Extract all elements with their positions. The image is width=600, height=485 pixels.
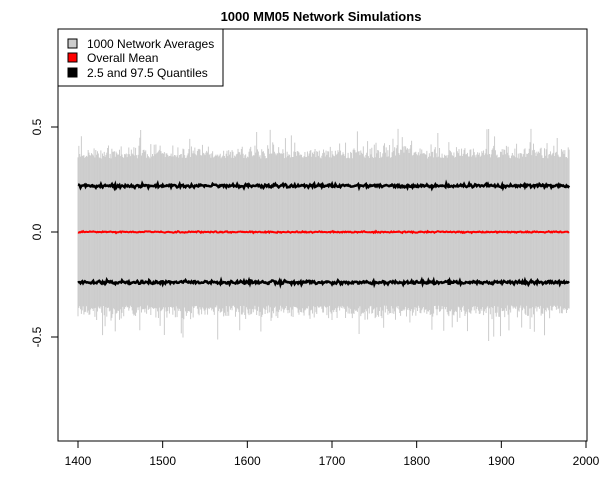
x-axis: 1400 1500 1600 1700 1800 1900 2000: [65, 440, 600, 468]
legend-swatch-mean: [67, 52, 78, 63]
x-tick-label: 1900: [488, 454, 515, 468]
legend-swatch-averages: [67, 38, 78, 49]
x-tick-label: 2000: [573, 454, 600, 468]
x-tick-label: 1800: [403, 454, 430, 468]
legend-label-averages: 1000 Network Averages: [87, 37, 214, 51]
network-averages-series: [77, 128, 570, 342]
lower-quantile-line: [77, 276, 570, 289]
legend-label-quantiles: 2.5 and 97.5 Quantiles: [87, 66, 208, 80]
y-axis: -0.5 0.0 0.5: [30, 118, 59, 347]
x-tick-label: 1600: [234, 454, 261, 468]
legend-label-mean: Overall Mean: [87, 51, 158, 65]
x-tick-label: 1400: [65, 454, 92, 468]
upper-quantile-line: [77, 179, 571, 192]
x-tick-label: 1500: [149, 454, 176, 468]
chart-title: 1000 MM05 Network Simulations: [221, 9, 422, 24]
x-tick-label: 1700: [319, 454, 346, 468]
overall-mean-line: [77, 229, 570, 235]
y-tick-label: -0.5: [30, 326, 44, 347]
legend: 1000 Network Averages Overall Mean 2.5 a…: [57, 28, 224, 87]
y-tick-label: 0.5: [30, 118, 44, 135]
y-tick-label: 0.0: [30, 223, 44, 240]
legend-swatch-quantiles: [67, 67, 78, 78]
